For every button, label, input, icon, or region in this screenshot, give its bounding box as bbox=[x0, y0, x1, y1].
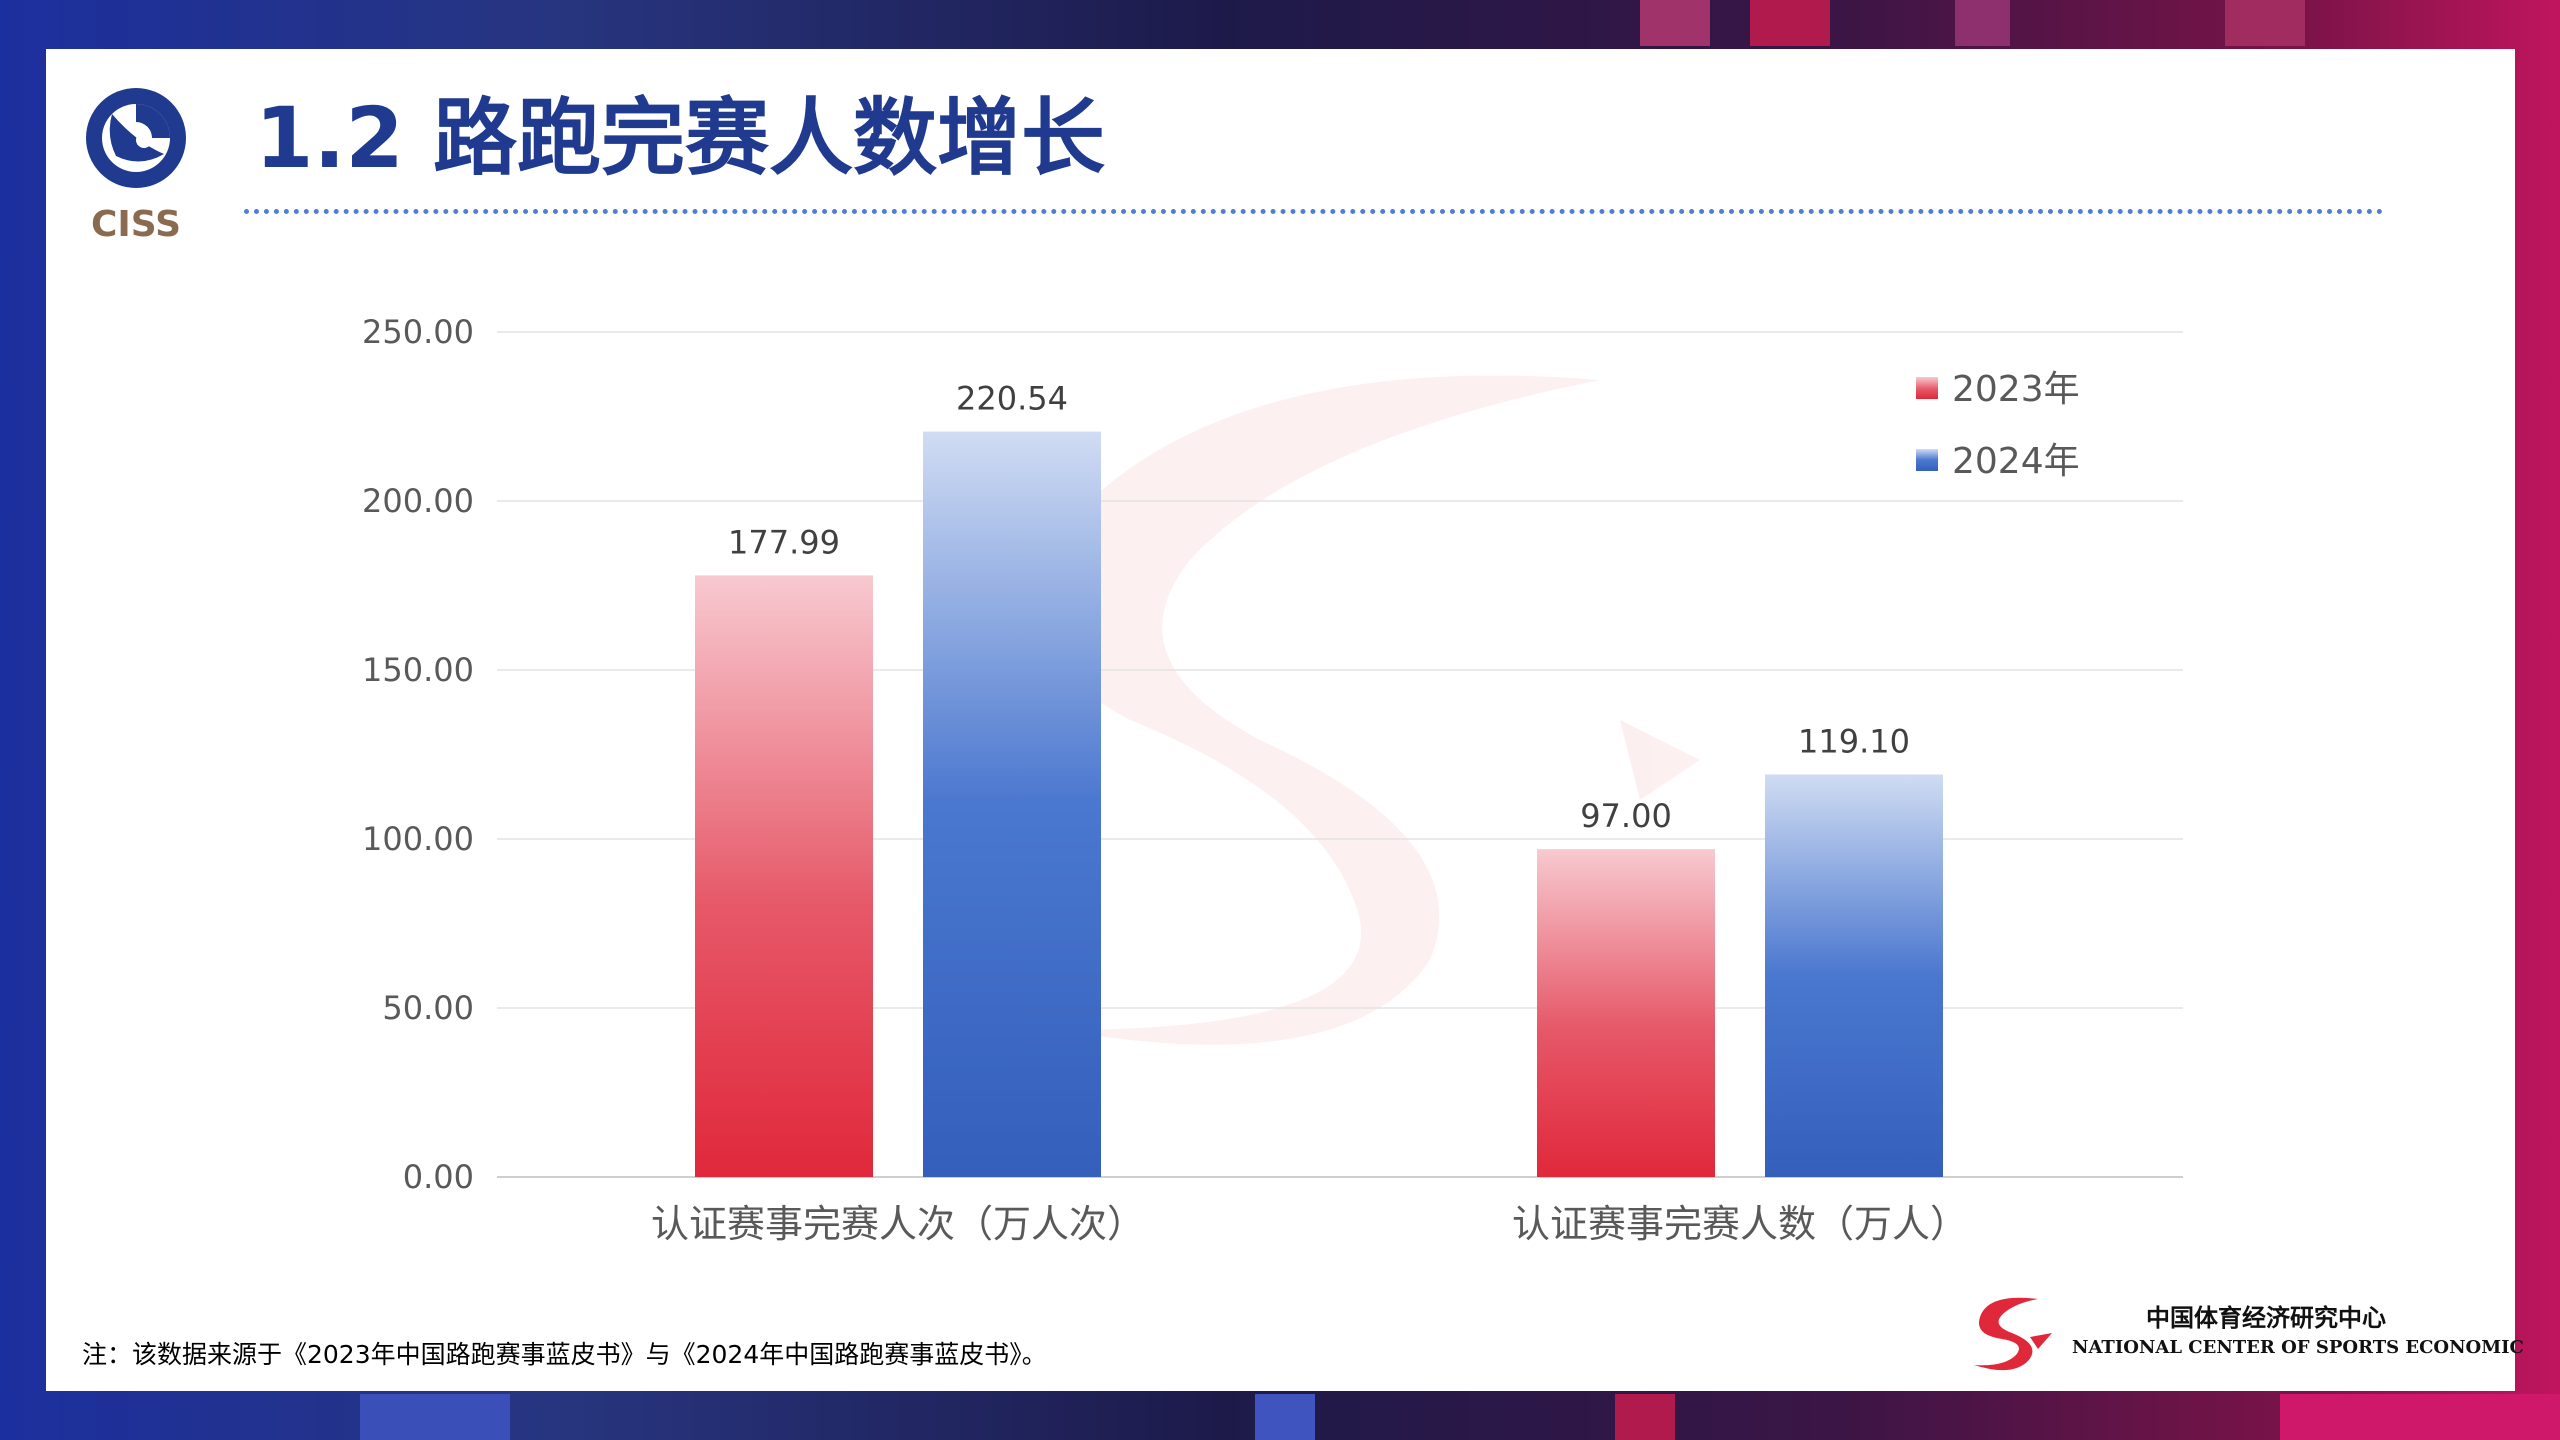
data-label: 220.54 bbox=[956, 380, 1068, 418]
source-footnote: 注：该数据来源于《2023年中国路跑赛事蓝皮书》与《2024年中国路跑赛事蓝皮书… bbox=[82, 1340, 1047, 1369]
ciss-logo-icon: CISS bbox=[86, 88, 186, 244]
background-stripe bbox=[2225, 0, 2305, 46]
org-name-english: NATIONAL CENTER OF SPORTS ECONOMIC bbox=[2072, 1337, 2524, 1358]
page-title: 1.2 路跑完赛人数增长 bbox=[255, 89, 1106, 187]
org-name-chinese: 中国体育经济研究中心 bbox=[2146, 1303, 2386, 1332]
background-stripe bbox=[1955, 0, 2010, 46]
background-stripe bbox=[2280, 1394, 2560, 1440]
data-label: 119.10 bbox=[1798, 722, 1910, 760]
watermark bbox=[1036, 375, 1700, 1045]
legend-swatch-2023 bbox=[1916, 377, 1938, 399]
y-tick-label: 100.00 bbox=[362, 820, 474, 858]
x-category-label: 认证赛事完赛人次（万人次） bbox=[651, 1202, 1145, 1246]
background-stripe bbox=[1750, 0, 1830, 46]
x-category-label: 认证赛事完赛人数（万人） bbox=[1512, 1202, 1968, 1246]
bar-2024 bbox=[1765, 774, 1943, 1177]
legend-swatch-2024 bbox=[1916, 449, 1938, 471]
y-tick-label: 250.00 bbox=[362, 313, 474, 351]
bar-2023 bbox=[1537, 849, 1715, 1177]
y-tick-label: 200.00 bbox=[362, 482, 474, 520]
slide-card bbox=[46, 49, 2515, 1391]
background-stripe bbox=[1615, 1394, 1675, 1440]
background-stripe bbox=[1640, 0, 1710, 46]
data-label: 97.00 bbox=[1580, 797, 1672, 835]
bar-2023 bbox=[695, 575, 873, 1177]
legend-label: 2024年 bbox=[1952, 441, 2080, 482]
y-tick-label: 150.00 bbox=[362, 651, 474, 689]
background-stripe bbox=[1255, 1394, 1315, 1440]
sports-center-logo-icon bbox=[1974, 1297, 2052, 1371]
background-stripe bbox=[360, 1394, 510, 1440]
y-tick-label: 0.00 bbox=[403, 1158, 474, 1196]
legend-label: 2023年 bbox=[1952, 369, 2080, 410]
y-tick-label: 50.00 bbox=[382, 989, 474, 1027]
title-divider bbox=[244, 209, 2384, 214]
logo-text: CISS bbox=[91, 204, 181, 244]
bar-2024 bbox=[923, 431, 1101, 1177]
data-label: 177.99 bbox=[728, 523, 840, 561]
